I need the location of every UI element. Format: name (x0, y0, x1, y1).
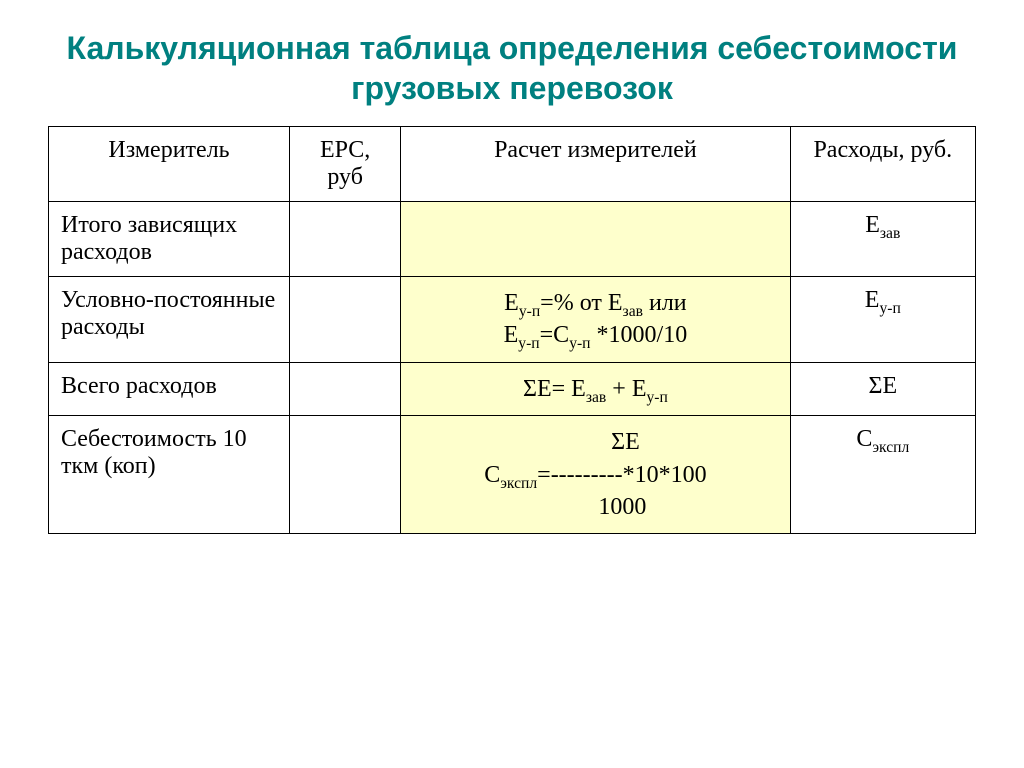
table-row: Итого зависящих расходов Езав (49, 202, 976, 277)
cell-expenses: Езав (790, 202, 975, 277)
cell-expenses: Сэкспл (790, 416, 975, 534)
page-title: Калькуляционная таблица определения себе… (48, 28, 976, 108)
calculation-table: Измеритель ЕРС, руб Расчет измерителей Р… (48, 126, 976, 534)
cell-calc: Еу-п=% от Езав илиЕу-п=Су-п *1000/10 (401, 277, 790, 363)
cell-erc (290, 202, 401, 277)
table-row: Себестоимость 10 ткм (коп) ΣЕСэкспл=----… (49, 416, 976, 534)
cell-meter: Себестоимость 10 ткм (коп) (49, 416, 290, 534)
table-row: Условно-постоянные расходы Еу-п=% от Еза… (49, 277, 976, 363)
cell-meter: Итого зависящих расходов (49, 202, 290, 277)
header-expenses: Расходы, руб. (790, 127, 975, 202)
header-erc: ЕРС, руб (290, 127, 401, 202)
table-row: Всего расходов ΣЕ= Езав + Еу-п ΣЕ (49, 362, 976, 415)
cell-erc (290, 277, 401, 363)
cell-meter: Условно-постоянные расходы (49, 277, 290, 363)
cell-erc (290, 416, 401, 534)
cell-calc: ΣЕСэкспл=---------*10*100 1000 (401, 416, 790, 534)
cell-calc (401, 202, 790, 277)
cell-expenses: Еу-п (790, 277, 975, 363)
cell-calc: ΣЕ= Езав + Еу-п (401, 362, 790, 415)
header-calc: Расчет измерителей (401, 127, 790, 202)
cell-expenses: ΣЕ (790, 362, 975, 415)
header-meter: Измеритель (49, 127, 290, 202)
table-header-row: Измеритель ЕРС, руб Расчет измерителей Р… (49, 127, 976, 202)
cell-meter: Всего расходов (49, 362, 290, 415)
cell-erc (290, 362, 401, 415)
